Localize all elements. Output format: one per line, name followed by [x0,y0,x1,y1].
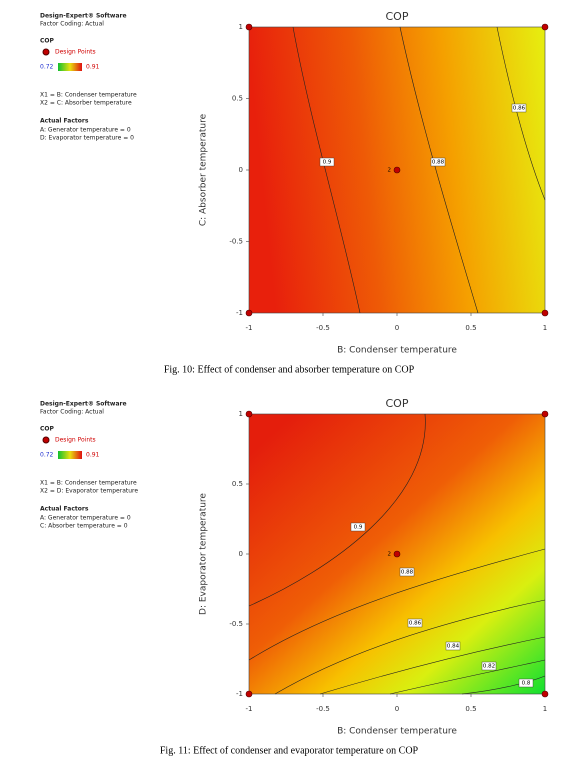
design-point [541,690,549,698]
x-tick-label: 0.5 [465,705,476,713]
actual-factors-title: Actual Factors [40,118,89,125]
contour-label-box [518,678,534,688]
range-high: 0.91 [86,452,100,459]
design-point [245,309,253,317]
actual-factor: C: Absorber temperature = 0 [40,523,128,530]
design-point [245,690,253,698]
response-name: COP [40,426,55,433]
x1-factor: X1 = B: Condenser temperature [40,480,137,487]
legend-label: Design Points [55,49,96,56]
y-axis-label: C: Absorber temperature [199,113,209,226]
x-tick-label: 0.5 [465,324,476,332]
contour-label-box [319,157,335,167]
contour-line [248,413,426,607]
contour-line [461,675,546,695]
legend-label: Design Points [55,437,96,444]
x-tick-label: 1 [543,324,547,332]
y-tick-label: 1 [239,410,243,418]
design-point [541,23,549,31]
chart-title: COP [386,397,409,410]
x-tick-label: 0 [395,324,399,332]
color-bar [58,63,82,71]
design-point [393,550,401,558]
range-low: 0.72 [40,64,54,71]
replicate-count: 2 [388,552,392,558]
contour-line [319,636,546,695]
x-axis-label: B: Condenser temperature [337,727,457,737]
contour-label-box [407,618,423,628]
chart-title: COP [386,10,409,23]
contour-label: 0.82 [483,664,495,670]
x-tick-label: -1 [246,324,253,332]
y-tick-label: -1 [236,309,243,317]
contour-line [274,599,546,695]
contour-line [496,26,546,201]
actual-factor: A: Generator temperature = 0 [40,515,131,522]
contour-label: 0.9 [323,160,332,166]
contour-label: 0.9 [354,525,363,531]
contour-label-box [399,567,415,577]
y-tick-label: 0 [239,166,243,174]
color-bar [58,451,82,459]
design-point [541,410,549,418]
contour-label-box [445,641,461,651]
legend-point [42,48,50,56]
software-name: Design-Expert® Software [40,401,127,408]
contour-label-box [481,661,497,671]
x-tick-label: 0 [395,705,399,713]
contour-line [248,548,546,661]
contour-label: 0.88 [432,160,445,166]
x-axis-label: B: Condenser temperature [337,346,457,356]
y-axis-label: D: Evaporator temperature [199,493,209,615]
x1-factor: X1 = B: Condenser temperature [40,92,137,99]
factor-coding: Factor Coding: Actual [40,409,104,416]
actual-factor: A: Generator temperature = 0 [40,127,131,134]
x-tick-label: -0.5 [316,324,330,332]
legend-point [42,436,50,444]
contour-label: 0.86 [513,106,526,112]
contour-label-box [511,103,527,113]
contour-line [389,659,546,695]
y-tick-label: 0.5 [232,95,243,103]
y-tick-label: -1 [236,690,243,698]
y-tick-label: 1 [239,23,243,31]
design-point [393,166,401,174]
contour-label: 0.86 [409,621,422,627]
contour-line [399,26,479,314]
contour-label: 0.88 [401,570,414,576]
x-tick-label: -0.5 [316,705,330,713]
contour-label: 0.8 [522,681,531,687]
design-point [541,309,549,317]
figure-caption: Fig. 10: Effect of condenser and absorbe… [164,364,415,375]
x2-factor: X2 = D: Evaporator temperature [40,488,138,495]
software-name: Design-Expert® Software [40,13,127,20]
y-tick-label: -0.5 [229,238,243,246]
y-tick-label: 0 [239,550,243,558]
x-tick-label: -1 [246,705,253,713]
actual-factor: D: Evaporator temperature = 0 [40,135,134,142]
range-high: 0.91 [86,64,100,71]
replicate-count: 2 [388,168,392,174]
figure-caption: Fig. 11: Effect of condenser and evapora… [160,745,419,756]
factor-coding: Factor Coding: Actual [40,21,104,28]
design-point [245,410,253,418]
response-name: COP [40,38,55,45]
y-tick-label: 0.5 [232,480,243,488]
y-tick-label: -0.5 [229,620,243,628]
contour-label-box [350,522,366,532]
contour-label-box [430,157,446,167]
range-low: 0.72 [40,452,54,459]
design-point [245,23,253,31]
x2-factor: X2 = C: Absorber temperature [40,100,132,107]
contour-label: 0.84 [447,644,460,650]
contour-line [292,26,361,314]
x-tick-label: 1 [543,705,547,713]
actual-factors-title: Actual Factors [40,506,89,513]
